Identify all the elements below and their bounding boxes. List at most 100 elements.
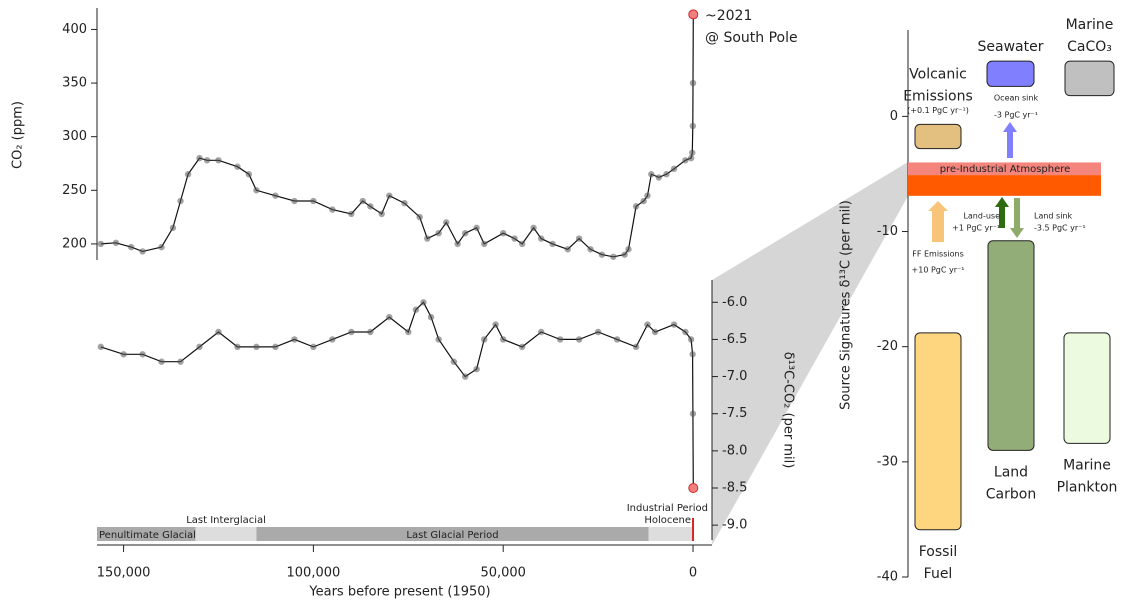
- period-bar: [195, 527, 257, 541]
- data-point: [518, 343, 526, 351]
- data-point: [184, 171, 192, 178]
- data-point: [329, 206, 336, 213]
- data-point: [492, 321, 499, 328]
- y2-tick-label: -6.0: [722, 295, 747, 310]
- data-point: [500, 336, 507, 343]
- data-point: [687, 154, 695, 162]
- data-point: [537, 328, 545, 336]
- data-point: [689, 410, 697, 417]
- source-label: Land: [994, 464, 1028, 480]
- data-point: [564, 246, 571, 253]
- period-label: Holocene: [644, 515, 691, 526]
- source-label: Carbon: [986, 486, 1036, 502]
- data-point: [462, 373, 469, 380]
- data-point: [127, 243, 135, 251]
- data-point: [435, 336, 442, 343]
- y-tick-label: -10: [877, 224, 898, 239]
- data-point: [412, 306, 420, 313]
- data-point: [594, 328, 602, 336]
- y2-tick-label: -8.5: [722, 481, 747, 496]
- data-point: [424, 235, 431, 242]
- data-point: [682, 328, 689, 336]
- source-note: (+0.1 PgC yr⁻¹): [907, 106, 969, 115]
- y-tick-label: 350: [62, 76, 87, 91]
- source-label: Plankton: [1057, 479, 1118, 495]
- data-point: [310, 197, 317, 205]
- data-point: [272, 192, 279, 199]
- y2-tick-label: -6.5: [722, 332, 747, 347]
- data-point: [511, 235, 518, 242]
- flux-amount: +1 PgC yr⁻¹: [952, 224, 1000, 233]
- data-point: [655, 174, 663, 181]
- data-point: [689, 149, 696, 156]
- data-point: [291, 197, 298, 205]
- y-tick-label: -40: [877, 570, 898, 585]
- annotation: ~2021: [705, 8, 752, 24]
- data-point: [158, 358, 165, 365]
- flux-amount: +10 PgC yr⁻¹: [912, 266, 965, 275]
- source-label: Fossil: [919, 544, 958, 560]
- atmosphere-band: [908, 162, 1101, 176]
- data-point: [462, 229, 469, 237]
- data-point: [158, 243, 165, 251]
- data-point: [530, 224, 537, 232]
- data-point: [481, 336, 488, 343]
- data-point: [386, 192, 393, 199]
- period-bar: [648, 527, 694, 541]
- data-point: [405, 328, 412, 336]
- data-point: [120, 351, 127, 358]
- data-point: [177, 197, 184, 205]
- data-point: [427, 313, 435, 321]
- y-tick-label: -20: [877, 339, 898, 354]
- flux-amount: -3.5 PgC yr⁻¹: [1034, 224, 1086, 233]
- data-point: [234, 163, 241, 170]
- data-point: [386, 313, 393, 321]
- flux-amount: -3 PgC yr⁻¹: [994, 111, 1038, 120]
- source-label: Marine: [1063, 457, 1111, 473]
- data-point: [348, 210, 355, 218]
- data-point: [253, 343, 260, 351]
- data-point: [549, 240, 556, 248]
- annotation: @ South Pole: [705, 30, 798, 46]
- period-label: Last Interglacial: [186, 515, 266, 526]
- data-point: [682, 157, 689, 164]
- flux-label: Land sink: [1034, 212, 1073, 221]
- data-point: [420, 299, 427, 306]
- period-label: Penultimate Glacial: [99, 530, 196, 541]
- data-point: [310, 343, 317, 351]
- data-point: [401, 199, 408, 207]
- flux-arrowhead: [928, 201, 948, 211]
- source-box: [986, 60, 1035, 87]
- period-bar: [97, 527, 196, 541]
- source-label: Marine: [1066, 17, 1114, 33]
- y-tick-label: 400: [62, 22, 87, 37]
- y-tick-label: 0: [890, 109, 898, 124]
- y-tick-label: -30: [877, 454, 898, 469]
- y2-axis-title: δ¹³C-CO₂ (per mil): [781, 352, 796, 469]
- zoom-wedge: [712, 162, 908, 545]
- flux-arrowhead: [1010, 228, 1024, 238]
- data-point: [245, 171, 253, 178]
- period-bar: [256, 527, 649, 541]
- data-point: [473, 365, 480, 373]
- data-point: [450, 358, 458, 365]
- x-tick-label: 0: [689, 566, 697, 581]
- data-point: [203, 157, 211, 164]
- series-line: [100, 301, 694, 489]
- industrial-label: Industrial Period: [627, 503, 708, 514]
- source-box: [914, 123, 962, 150]
- data-point: [359, 197, 366, 205]
- data-point: [663, 171, 670, 178]
- data-point: [689, 351, 696, 358]
- data-point: [621, 251, 628, 258]
- x-axis-title: Years before present (1950): [308, 585, 490, 600]
- data-point: [169, 224, 177, 232]
- data-point: [435, 229, 442, 237]
- data-point: [644, 321, 651, 328]
- y-tick-label: 300: [62, 129, 87, 144]
- data-point: [215, 157, 222, 164]
- source-label: Seawater: [978, 39, 1044, 55]
- x-tick-label: 150,000: [97, 566, 151, 581]
- flux-label: Ocean sink: [994, 94, 1039, 103]
